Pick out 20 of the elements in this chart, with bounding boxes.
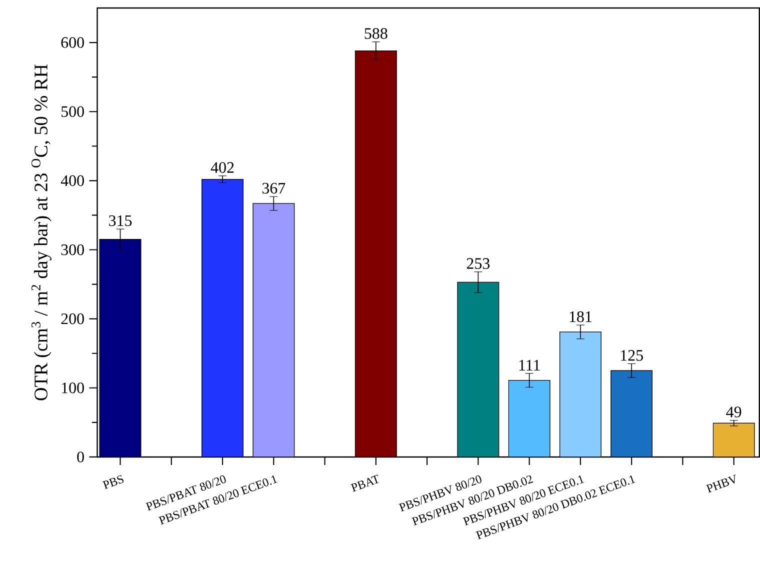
y-axis-title: OTR (cm$^{3}$ / m$^{2}$ day bar) at 23 $^{O}$C, 50 % RH bbox=[32, 64, 52, 400]
data-label: 315 bbox=[109, 215, 132, 226]
data-label: 367 bbox=[262, 182, 286, 194]
y-tick-label: 100 bbox=[62, 382, 84, 394]
x-tick-label: PBS bbox=[102, 475, 124, 490]
y-tick-label: 0 bbox=[77, 451, 84, 462]
y-tick-label: 300 bbox=[61, 244, 84, 256]
data-label: 402 bbox=[210, 162, 234, 173]
data-label: 49 bbox=[726, 406, 742, 418]
y-tick-label: 200 bbox=[61, 313, 84, 324]
y-tick-label: 600 bbox=[61, 37, 84, 48]
data-label: 253 bbox=[466, 258, 490, 269]
x-tick-label: PHBV bbox=[706, 474, 736, 493]
data-label: 181 bbox=[570, 311, 592, 322]
data-label: 111 bbox=[519, 360, 540, 370]
x-tick-label: PBAT bbox=[350, 474, 379, 492]
y-tick-label: 400 bbox=[60, 175, 84, 186]
data-label: 588 bbox=[364, 28, 388, 39]
data-label: 125 bbox=[620, 350, 643, 361]
y-tick-label: 500 bbox=[62, 106, 84, 117]
